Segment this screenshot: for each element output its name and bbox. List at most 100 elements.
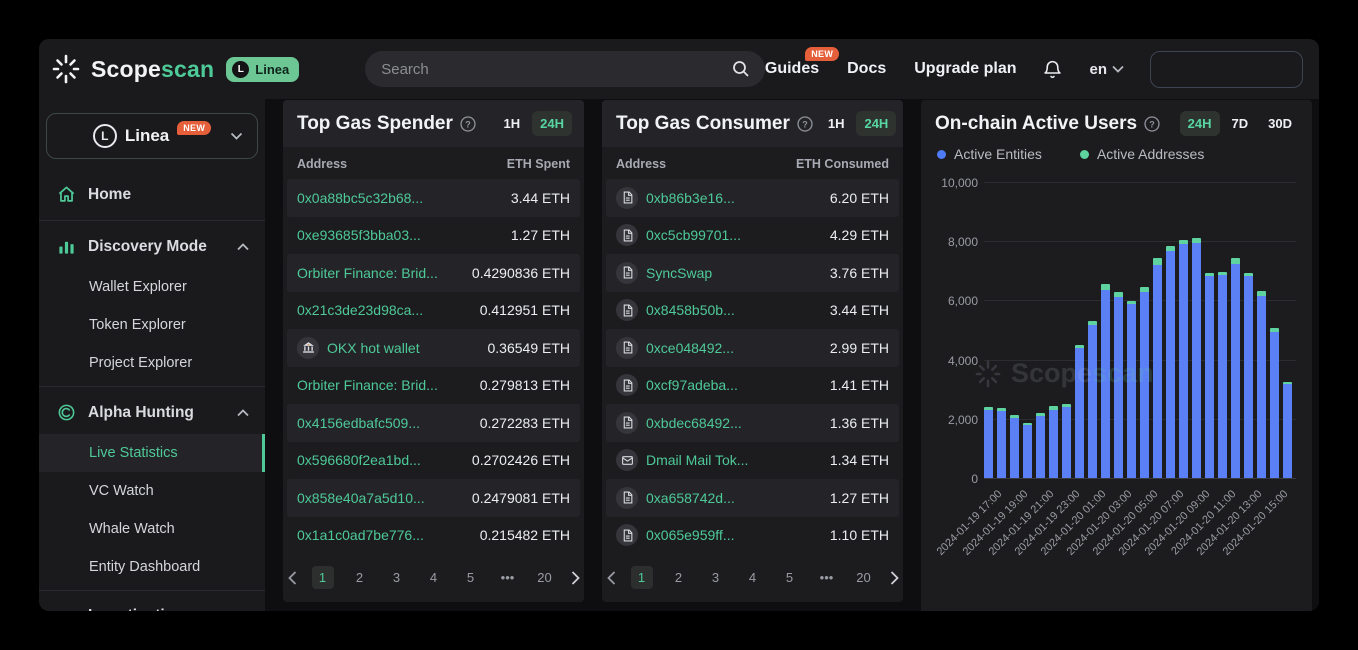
address-link[interactable]: 0xb86b3e16...	[616, 186, 735, 209]
tab-24h[interactable]: 24H	[856, 111, 897, 136]
sidebar-item-home[interactable]: Home	[39, 173, 265, 216]
chart-bar[interactable]	[984, 406, 993, 478]
sidebar-subitem-whale-watch[interactable]: Whale Watch	[89, 521, 175, 537]
chart-bar[interactable]	[1127, 301, 1136, 478]
page-ellipsis[interactable]: •••	[819, 570, 834, 585]
sidebar-item-alpha-hunting[interactable]: Alpha Hunting	[39, 391, 265, 434]
page-button-4[interactable]: 4	[429, 570, 438, 585]
prev-page-button[interactable]	[606, 570, 616, 585]
search-input[interactable]	[365, 60, 765, 78]
chart-bar[interactable]	[1075, 344, 1084, 478]
page-button-20[interactable]: 20	[537, 570, 552, 585]
next-page-button[interactable]	[571, 570, 580, 585]
notifications-bell-icon[interactable]	[1042, 59, 1063, 80]
address-link[interactable]: 0x8458b50b...	[616, 299, 735, 322]
address-link[interactable]: 0xbdec68492...	[616, 411, 742, 434]
chart-bar[interactable]	[1010, 414, 1019, 478]
help-icon[interactable]: ?	[460, 115, 476, 132]
nav-link-guides[interactable]: Guides NEW	[765, 47, 840, 78]
sidebar-subitem-token-explorer[interactable]: Token Explorer	[89, 317, 186, 333]
page-button-3[interactable]: 3	[711, 570, 720, 585]
page-button-3[interactable]: 3	[392, 570, 401, 585]
page-button-20[interactable]: 20	[856, 570, 871, 585]
address-link[interactable]: 0xc5cb99701...	[616, 224, 741, 247]
chart-bar[interactable]	[997, 408, 1006, 478]
legend-item[interactable]: Active Addresses	[1079, 146, 1204, 162]
tab-1h[interactable]: 1H	[827, 116, 845, 131]
page-button-5[interactable]: 5	[466, 570, 475, 585]
tab-1h[interactable]: 1H	[503, 116, 521, 131]
next-page-button[interactable]	[890, 570, 899, 585]
chart-bar[interactable]	[1088, 320, 1097, 478]
legend-item[interactable]: Active Entities	[937, 146, 1042, 162]
address-link[interactable]: OKX hot wallet	[297, 336, 420, 359]
tab-30d[interactable]: 30D	[1268, 116, 1292, 131]
help-icon[interactable]: ?	[1144, 115, 1160, 132]
chart-bar[interactable]	[1101, 284, 1110, 478]
sidebar-subitem-wallet-explorer[interactable]: Wallet Explorer	[89, 279, 187, 295]
page-button-4[interactable]: 4	[748, 570, 757, 585]
language-selector[interactable]: en	[1089, 61, 1124, 78]
sidebar-item-discovery-mode[interactable]: Discovery Mode	[39, 225, 265, 268]
chart-bar[interactable]	[1062, 404, 1071, 478]
address-link[interactable]: 0x065e959ff...	[616, 524, 734, 547]
prev-page-button[interactable]	[287, 570, 297, 585]
sidebar-subitem-project-explorer[interactable]: Project Explorer	[89, 355, 193, 371]
address-link[interactable]: 0x0a88bc5c32b68...	[297, 190, 423, 206]
brand-logo-group[interactable]: Scopescan L Linea	[45, 52, 300, 86]
page-button-2[interactable]: 2	[355, 570, 364, 585]
chart-bar[interactable]	[1192, 237, 1201, 478]
chart-bar[interactable]	[1023, 422, 1032, 478]
contract-icon	[616, 374, 638, 397]
sidebar-subitem-vc-watch[interactable]: VC Watch	[89, 483, 154, 499]
chart-bar[interactable]	[1218, 271, 1227, 478]
chart-bar[interactable]	[1114, 292, 1123, 478]
chart-bar[interactable]	[1283, 381, 1292, 478]
address-link[interactable]: 0x596680f2ea1bd...	[297, 452, 421, 468]
sidebar-subitem-entity-dashboard[interactable]: Entity Dashboard	[89, 559, 201, 575]
chart-bar[interactable]	[1049, 406, 1058, 478]
sidebar-item-investigation-mode[interactable]: Investigation Mode	[39, 595, 265, 611]
chart-bar[interactable]	[1140, 286, 1149, 478]
chart-bar-entities	[1153, 264, 1162, 478]
address-link[interactable]: Dmail Mail Tok...	[616, 449, 748, 472]
address-link[interactable]: 0xce048492...	[616, 336, 734, 359]
page-button-5[interactable]: 5	[785, 570, 794, 585]
chart-bar[interactable]	[1036, 413, 1045, 478]
address-link[interactable]: 0x858e40a7a5d10...	[297, 490, 425, 506]
address-link[interactable]: 0xe93685f3bba03...	[297, 227, 421, 243]
address-link[interactable]: SyncSwap	[616, 261, 712, 284]
address-link[interactable]: 0x4156edbafc509...	[297, 415, 420, 431]
chart-bar[interactable]	[1244, 272, 1253, 478]
address-link[interactable]: Orbiter Finance: Brid...	[297, 377, 438, 393]
chart-bar[interactable]	[1205, 273, 1214, 478]
page-button-1[interactable]: 1	[311, 566, 334, 589]
chart-bar[interactable]	[1179, 239, 1188, 478]
address-link[interactable]: 0x1a1c0ad7be776...	[297, 527, 424, 543]
wallet-connect-button[interactable]	[1150, 50, 1303, 88]
page-button-2[interactable]: 2	[674, 570, 683, 585]
nav-link-docs[interactable]: Docs	[847, 60, 887, 77]
chart-bar[interactable]	[1231, 258, 1240, 478]
tab-24h[interactable]: 24H	[532, 111, 572, 136]
chart-bar[interactable]	[1166, 245, 1175, 478]
page-ellipsis[interactable]: •••	[500, 570, 515, 585]
network-switcher[interactable]: L Linea NEW	[46, 113, 258, 159]
gridline	[984, 182, 1296, 183]
chart-bar[interactable]	[1257, 290, 1266, 478]
page-button-1[interactable]: 1	[630, 566, 653, 589]
address-link[interactable]: 0xcf97adeba...	[616, 374, 738, 397]
chart-bar[interactable]	[1153, 258, 1162, 478]
search-icon[interactable]	[731, 59, 751, 79]
sidebar-subitem-live-statistics[interactable]: Live Statistics	[39, 434, 265, 472]
chart-bar[interactable]	[1270, 328, 1279, 478]
help-icon[interactable]: ?	[797, 115, 813, 132]
address-link[interactable]: 0xa658742d...	[616, 486, 735, 509]
eth-value: 0.272283 ETH	[479, 414, 570, 431]
nav-link-upgrade-plan[interactable]: Upgrade plan	[914, 60, 1017, 77]
address-link[interactable]: 0x21c3de23d98ca...	[297, 302, 423, 318]
address-link[interactable]: Orbiter Finance: Brid...	[297, 265, 438, 281]
tab-7d[interactable]: 7D	[1231, 116, 1249, 131]
search-bar[interactable]	[365, 51, 765, 87]
tab-24h[interactable]: 24H	[1179, 111, 1220, 136]
